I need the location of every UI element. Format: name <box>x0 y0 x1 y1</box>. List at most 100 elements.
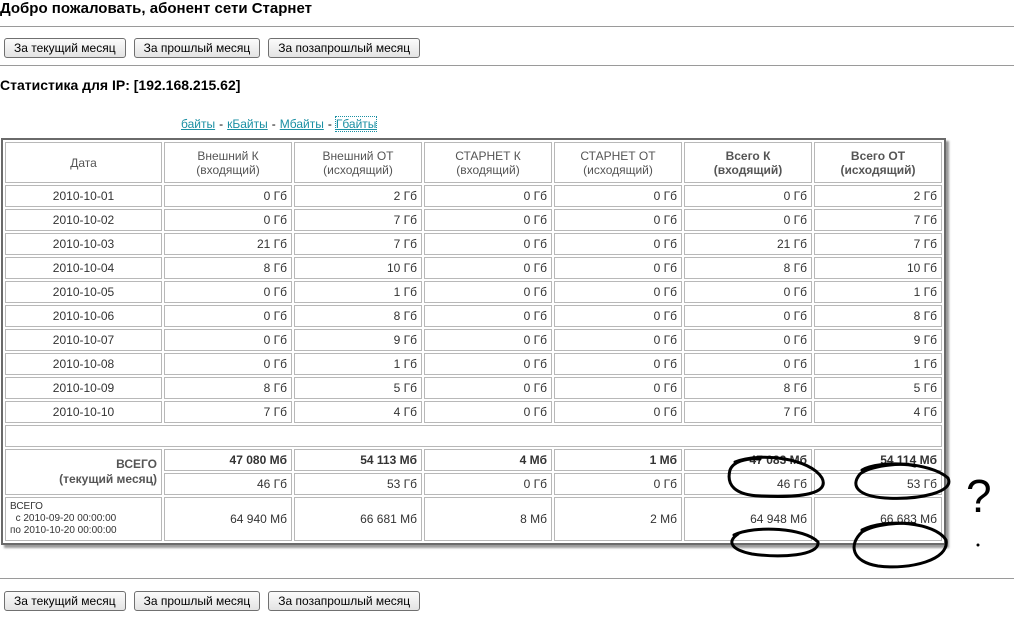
total-mb-cell: 54 114 Мб <box>814 449 942 471</box>
button-row-bottom: За текущий месяц За прошлый месяц За поз… <box>4 591 428 611</box>
value-cell: 0 Гб <box>554 257 682 279</box>
unit-separator: - <box>271 117 276 131</box>
value-cell: 8 Гб <box>294 305 422 327</box>
date-cell: 2010-10-05 <box>5 281 162 303</box>
value-cell: 0 Гб <box>424 257 552 279</box>
unit-kbytes-link[interactable]: кБайты <box>227 117 268 131</box>
before-previous-month-button[interactable]: За позапрошлый месяц <box>268 591 421 611</box>
value-cell: 21 Гб <box>164 233 292 255</box>
value-cell: 8 Гб <box>164 257 292 279</box>
value-cell: 8 Гб <box>684 377 812 399</box>
value-cell: 0 Гб <box>424 209 552 231</box>
value-cell: 7 Гб <box>684 401 812 423</box>
total-mb-row: ВСЕГО (текущий месяц) 47 080 Мб 54 113 Мб… <box>5 449 942 495</box>
total-gb-cell: 0 Гб <box>424 473 552 495</box>
value-cell: 7 Гб <box>294 209 422 231</box>
table-row: 2010-10-07 0 Гб 9 Гб 0 Гб 0 Гб 0 Гб 9 Гб <box>5 329 942 351</box>
table-row: 2010-10-03 21 Гб 7 Гб 0 Гб 0 Гб 21 Гб 7 Гб <box>5 233 942 255</box>
date-cell: 2010-10-06 <box>5 305 162 327</box>
value-cell: 9 Гб <box>294 329 422 351</box>
table-row: 2010-10-02 0 Гб 7 Гб 0 Гб 0 Гб 0 Гб 7 Гб <box>5 209 942 231</box>
header-total-in: Всего К (входящий) <box>684 142 812 183</box>
value-cell: 10 Гб <box>814 257 942 279</box>
header-ext-in: Внешний К (входящий) <box>164 142 292 183</box>
value-cell: 0 Гб <box>684 353 812 375</box>
value-cell: 2 Гб <box>814 185 942 207</box>
value-cell: 9 Гб <box>814 329 942 351</box>
value-cell: 0 Гб <box>554 185 682 207</box>
table-row: 2010-10-05 0 Гб 1 Гб 0 Гб 0 Гб 0 Гб 1 Гб <box>5 281 942 303</box>
period-mb-cell: 66 683 Мб <box>814 497 942 541</box>
divider-mid <box>0 65 1014 66</box>
spacer-row <box>5 425 942 447</box>
value-cell: 0 Гб <box>424 353 552 375</box>
value-cell: 0 Гб <box>554 401 682 423</box>
date-cell: 2010-10-02 <box>5 209 162 231</box>
previous-month-button[interactable]: За прошлый месяц <box>133 591 261 611</box>
value-cell: 0 Гб <box>684 305 812 327</box>
value-cell: 1 Гб <box>814 281 942 303</box>
period-mb-cell: 8 Мб <box>424 497 552 541</box>
stats-table-frame: Дата Внешний К (входящий) Внешний ОТ (исхо… <box>1 138 946 545</box>
period-mb-cell: 66 681 Мб <box>294 497 422 541</box>
question-mark: ? <box>966 470 992 522</box>
total-mb-cell: 1 Мб <box>554 449 682 471</box>
value-cell: 8 Гб <box>164 377 292 399</box>
value-cell: 7 Гб <box>164 401 292 423</box>
divider-top <box>0 26 1014 27</box>
value-cell: 0 Гб <box>684 185 812 207</box>
ip-stats-title: Статистика для IP: [192.168.215.62] <box>0 77 241 93</box>
value-cell: 0 Гб <box>424 401 552 423</box>
value-cell: 4 Гб <box>814 401 942 423</box>
table-row: 2010-10-01 0 Гб 2 Гб 0 Гб 0 Гб 0 Гб 2 Гб <box>5 185 942 207</box>
total-gb-cell: 46 Гб <box>164 473 292 495</box>
header-starnet-out: СТАРНЕТ ОТ (исходящий) <box>554 142 682 183</box>
value-cell: 0 Гб <box>164 281 292 303</box>
header-total-out: Всего ОТ (исходящий) <box>814 142 942 183</box>
header-ext-out: Внешний ОТ (исходящий) <box>294 142 422 183</box>
date-cell: 2010-10-07 <box>5 329 162 351</box>
value-cell: 0 Гб <box>554 209 682 231</box>
spacer-cell <box>5 425 942 447</box>
value-cell: 0 Гб <box>684 209 812 231</box>
value-cell: 0 Гб <box>424 185 552 207</box>
date-cell: 2010-10-09 <box>5 377 162 399</box>
unit-mbytes-link[interactable]: Мбайты <box>279 117 324 131</box>
total-gb-cell: 53 Гб <box>814 473 942 495</box>
period-total-row: ВСЕГО с 2010-09-20 00:00:00 по 2010-10-20… <box>5 497 942 541</box>
unit-gbytes-link[interactable]: Гбайты <box>334 116 378 132</box>
unit-separator: - <box>327 117 332 131</box>
unit-bytes-link[interactable]: байты <box>181 117 216 131</box>
total-mb-cell: 4 Мб <box>424 449 552 471</box>
header-date: Дата <box>5 142 162 183</box>
stats-table: Дата Внешний К (входящий) Внешний ОТ (исхо… <box>3 140 944 543</box>
value-cell: 2 Гб <box>294 185 422 207</box>
value-cell: 0 Гб <box>164 329 292 351</box>
period-mb-cell: 64 940 Мб <box>164 497 292 541</box>
value-cell: 0 Гб <box>684 281 812 303</box>
table-row: 2010-10-04 8 Гб 10 Гб 0 Гб 0 Гб 8 Гб 10 Гб <box>5 257 942 279</box>
value-cell: 0 Гб <box>424 329 552 351</box>
value-cell: 5 Гб <box>814 377 942 399</box>
value-cell: 0 Гб <box>554 281 682 303</box>
value-cell: 10 Гб <box>294 257 422 279</box>
before-previous-month-button[interactable]: За позапрошлый месяц <box>268 38 421 58</box>
total-label: ВСЕГО (текущий месяц) <box>5 449 162 495</box>
dot-mark <box>976 543 980 547</box>
current-month-button[interactable]: За текущий месяц <box>4 38 126 58</box>
table-row: 2010-10-06 0 Гб 8 Гб 0 Гб 0 Гб 0 Гб 8 Гб <box>5 305 942 327</box>
period-mb-cell: 64 948 Мб <box>684 497 812 541</box>
value-cell: 0 Гб <box>164 209 292 231</box>
value-cell: 21 Гб <box>684 233 812 255</box>
divider-bottom <box>0 578 1014 579</box>
value-cell: 7 Гб <box>294 233 422 255</box>
table-row: 2010-10-09 8 Гб 5 Гб 0 Гб 0 Гб 8 Гб 5 Гб <box>5 377 942 399</box>
total-gb-cell: 46 Гб <box>684 473 812 495</box>
previous-month-button[interactable]: За прошлый месяц <box>133 38 261 58</box>
daily-rows: 2010-10-01 0 Гб 2 Гб 0 Гб 0 Гб 0 Гб 2 Гб 2010-1… <box>5 185 942 423</box>
button-row-top: За текущий месяц За прошлый месяц За поз… <box>4 38 428 58</box>
current-month-button[interactable]: За текущий месяц <box>4 591 126 611</box>
value-cell: 1 Гб <box>294 353 422 375</box>
value-cell: 0 Гб <box>424 233 552 255</box>
